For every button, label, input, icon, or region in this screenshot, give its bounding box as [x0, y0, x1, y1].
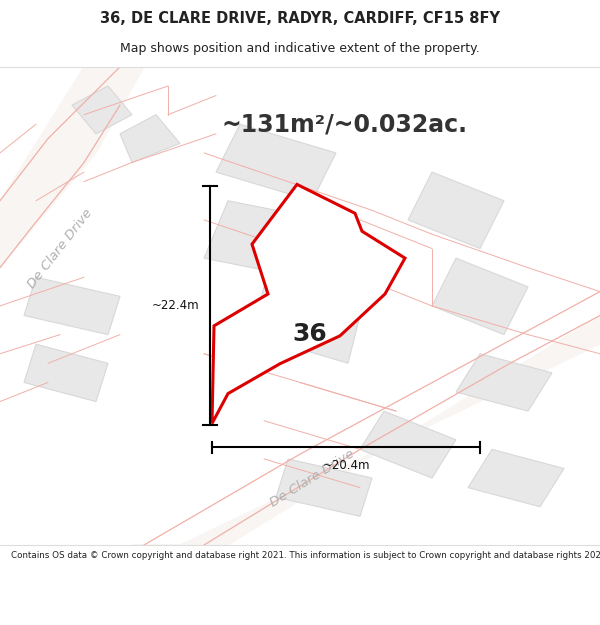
Polygon shape — [120, 115, 180, 162]
Polygon shape — [408, 172, 504, 249]
Text: ~22.4m: ~22.4m — [152, 299, 199, 312]
Text: 36: 36 — [293, 322, 328, 346]
Polygon shape — [360, 411, 456, 478]
Polygon shape — [276, 459, 372, 516]
Polygon shape — [216, 124, 336, 201]
Text: Contains OS data © Crown copyright and database right 2021. This information is : Contains OS data © Crown copyright and d… — [11, 551, 600, 561]
Polygon shape — [204, 201, 324, 278]
Polygon shape — [24, 344, 108, 401]
Polygon shape — [72, 86, 132, 134]
Polygon shape — [252, 287, 360, 363]
Polygon shape — [432, 258, 528, 334]
Text: De Clare Drive: De Clare Drive — [25, 206, 95, 291]
Polygon shape — [212, 184, 405, 424]
Text: Map shows position and indicative extent of the property.: Map shows position and indicative extent… — [120, 42, 480, 56]
Polygon shape — [0, 67, 144, 268]
Polygon shape — [24, 278, 120, 334]
Text: ~20.4m: ~20.4m — [322, 459, 370, 472]
Polygon shape — [132, 316, 600, 545]
Polygon shape — [468, 449, 564, 507]
Text: De Clare Drive: De Clare Drive — [268, 447, 356, 509]
Text: 36, DE CLARE DRIVE, RADYR, CARDIFF, CF15 8FY: 36, DE CLARE DRIVE, RADYR, CARDIFF, CF15… — [100, 11, 500, 26]
Polygon shape — [456, 354, 552, 411]
Text: ~131m²/~0.032ac.: ~131m²/~0.032ac. — [222, 112, 468, 136]
